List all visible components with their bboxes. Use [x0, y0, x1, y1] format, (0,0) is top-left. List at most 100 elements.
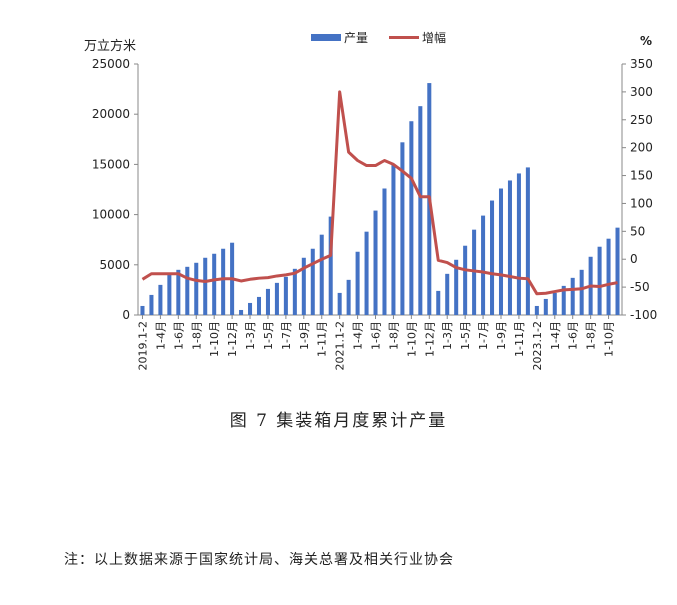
- bar: [248, 302, 253, 315]
- bar: [355, 251, 360, 315]
- x-tick-label: 1-7月: [280, 321, 293, 350]
- x-tick-label: 1-12月: [226, 321, 239, 357]
- x-tick-label: 1-10月: [208, 321, 221, 357]
- bar: [534, 305, 539, 315]
- bar: [265, 288, 270, 315]
- bar: [597, 246, 602, 315]
- x-tick-label: 1-7月: [477, 321, 490, 350]
- y-right-unit: %: [640, 34, 652, 48]
- y-right-tick-label: 0: [630, 252, 638, 266]
- x-tick-label: 1-9月: [495, 321, 508, 350]
- x-tick-label: 1-6月: [172, 321, 185, 350]
- bar: [409, 121, 414, 315]
- y-right-tick-label: 250: [630, 113, 653, 127]
- x-tick-label: 1-8月: [387, 321, 400, 350]
- x-tick-label: 1-10月: [405, 321, 418, 357]
- bar: [391, 164, 396, 315]
- bar: [552, 292, 557, 315]
- chart: 产量 增幅 万立方米 % 0 5000 10000 15000 20000 25000 -1…: [84, 30, 657, 370]
- bar: [561, 285, 566, 315]
- y-right-tick-label: 150: [630, 169, 653, 183]
- x-tick-label: 1-8月: [585, 321, 598, 350]
- bar: [194, 262, 199, 315]
- x-tick-label: 1-6月: [370, 321, 383, 350]
- legend: 产量 增幅: [311, 30, 446, 45]
- bar: [516, 173, 521, 315]
- x-tick-label: 2019.1-2: [136, 321, 149, 370]
- x-tick-label: 1-11月: [513, 321, 526, 357]
- x-tick-label: 1-5月: [262, 321, 275, 350]
- x-tick-label: 1-6月: [567, 321, 580, 350]
- x-tick-label: 1-12月: [423, 321, 436, 357]
- x-tick-label: 2023.1-2: [531, 321, 544, 370]
- legend-bar-swatch: [311, 34, 341, 41]
- x-tick-label: 1-4月: [549, 321, 562, 350]
- y-right-tick-label: 350: [630, 57, 653, 71]
- bar: [418, 106, 423, 315]
- y-left-tick-label: 5000: [99, 258, 130, 272]
- bar: [256, 296, 262, 315]
- bar: [274, 282, 279, 315]
- x-tick-label: 1-4月: [154, 321, 167, 350]
- legend-line-label: 增幅: [422, 30, 446, 45]
- bar: [167, 274, 172, 315]
- line-series: [141, 90, 618, 296]
- bar: [283, 276, 288, 315]
- x-tick-labels: 2019.1-2 1-4月 1-6月 1-8月 1-10月 1-12月 1-3月 1-5月 1-…: [136, 315, 616, 370]
- y-right-tick-label: -100: [630, 308, 657, 322]
- bar: [543, 298, 548, 315]
- y-left-tick-label: 20000: [92, 107, 130, 121]
- bar: [239, 309, 244, 315]
- bar: [463, 245, 468, 315]
- bar: [364, 231, 369, 315]
- axes: 0 5000 10000 15000 20000 25000 -100 -50 0 50 100 15…: [92, 57, 657, 322]
- bar: [212, 253, 217, 315]
- bar: [301, 257, 306, 315]
- bar: [203, 257, 208, 315]
- x-tick-label: 1-10月: [603, 321, 616, 357]
- x-tick-label: 1-9月: [298, 321, 311, 350]
- bar: [337, 292, 342, 315]
- bar: [310, 248, 315, 315]
- x-tick-label: 2021.1-2: [334, 321, 347, 370]
- growth-line: [141, 90, 618, 296]
- bar: [400, 142, 405, 315]
- bar: [158, 284, 163, 315]
- y-left-tick-label: 25000: [92, 57, 130, 71]
- bar: [615, 227, 620, 315]
- bar: [498, 188, 504, 315]
- x-tick-label: 1-5月: [459, 321, 472, 350]
- bar: [525, 167, 530, 315]
- x-tick-label: 1-4月: [352, 321, 365, 350]
- bar: [436, 290, 441, 315]
- bar-series: [140, 83, 620, 315]
- bar: [382, 188, 387, 315]
- bar: [481, 215, 486, 315]
- y-right-tick-label: 200: [630, 141, 653, 155]
- y-right-tick-label: 100: [630, 196, 653, 210]
- bar: [454, 259, 459, 315]
- x-tick-label: 1-3月: [244, 321, 257, 350]
- bar: [579, 269, 584, 315]
- legend-bar-label: 产量: [344, 31, 368, 45]
- y-right-tick-label: -50: [630, 280, 650, 294]
- bar: [570, 277, 575, 315]
- bar: [149, 294, 154, 315]
- x-tick-label: 1-11月: [316, 321, 329, 357]
- y-left-tick-label: 15000: [92, 157, 130, 171]
- figure-caption: 图 7 集装箱月度累计产量: [229, 411, 448, 431]
- bar: [221, 248, 226, 315]
- bar: [185, 266, 190, 315]
- bar: [606, 238, 611, 315]
- bar: [346, 279, 351, 315]
- bar: [140, 305, 145, 315]
- x-tick-label: 1-8月: [190, 321, 203, 350]
- x-tick-label: 1-3月: [441, 321, 454, 350]
- y-left-tick-label: 10000: [92, 208, 130, 222]
- bar: [292, 268, 297, 315]
- bar: [373, 210, 378, 315]
- bar: [490, 200, 495, 315]
- source-note: 注：以上数据来源于国家统计局、海关总署及相关行业协会: [64, 552, 454, 568]
- y-right-tick-label: 300: [630, 85, 653, 99]
- bar: [445, 273, 450, 315]
